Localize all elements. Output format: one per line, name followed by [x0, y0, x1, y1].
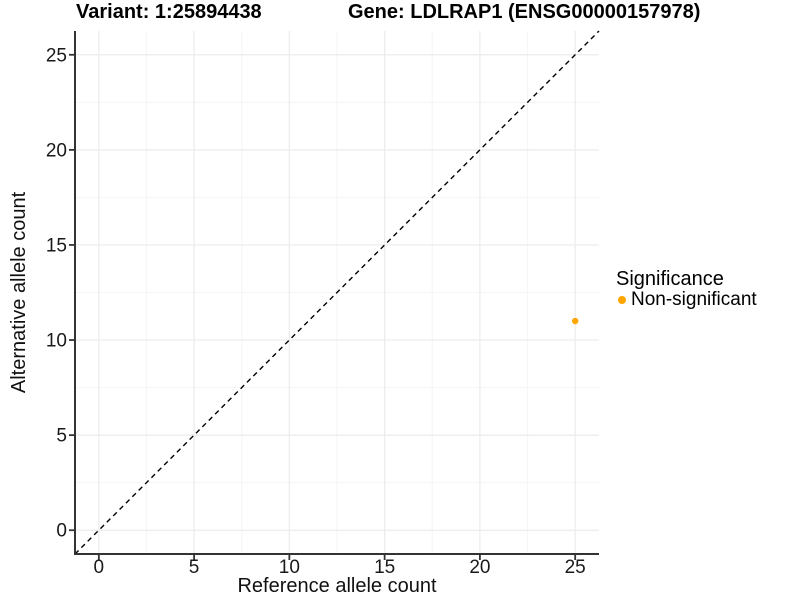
x-tick-label: 0: [94, 557, 105, 578]
legend-item: Non-significant: [615, 289, 757, 310]
identity-line: [74, 30, 600, 555]
plot-title-gene: Gene: LDLRAP1 (ENSG00000157978): [348, 1, 701, 23]
data-point: [571, 317, 579, 325]
plot-layers: 0 5 10 15 20 25 0 5 10 15 20 25: [46, 30, 600, 578]
legend: Significance Non-significant: [615, 269, 757, 310]
y-tick-label: 20: [46, 140, 67, 161]
legend-title: Significance: [616, 268, 724, 290]
y-tick-label: 10: [46, 331, 67, 352]
x-tick-label: 5: [189, 557, 200, 578]
x-axis-title: Reference allele count: [237, 575, 436, 597]
y-tick-label: 0: [56, 521, 67, 542]
x-tick-label: 10: [279, 557, 300, 578]
plot-title-variant: Variant: 1:25894438: [76, 1, 262, 23]
y-axis-title: Alternative allele count: [8, 191, 30, 393]
x-tick-label: 20: [469, 557, 490, 578]
x-tick-label: 15: [374, 557, 395, 578]
y-tick-label: 5: [56, 426, 67, 447]
x-tick-label: 25: [565, 557, 586, 578]
legend-point-icon: [618, 295, 626, 304]
legend-item-label: Non-significant: [631, 289, 757, 310]
y-tick-label: 15: [46, 235, 67, 256]
y-tick-label: 25: [46, 45, 67, 66]
